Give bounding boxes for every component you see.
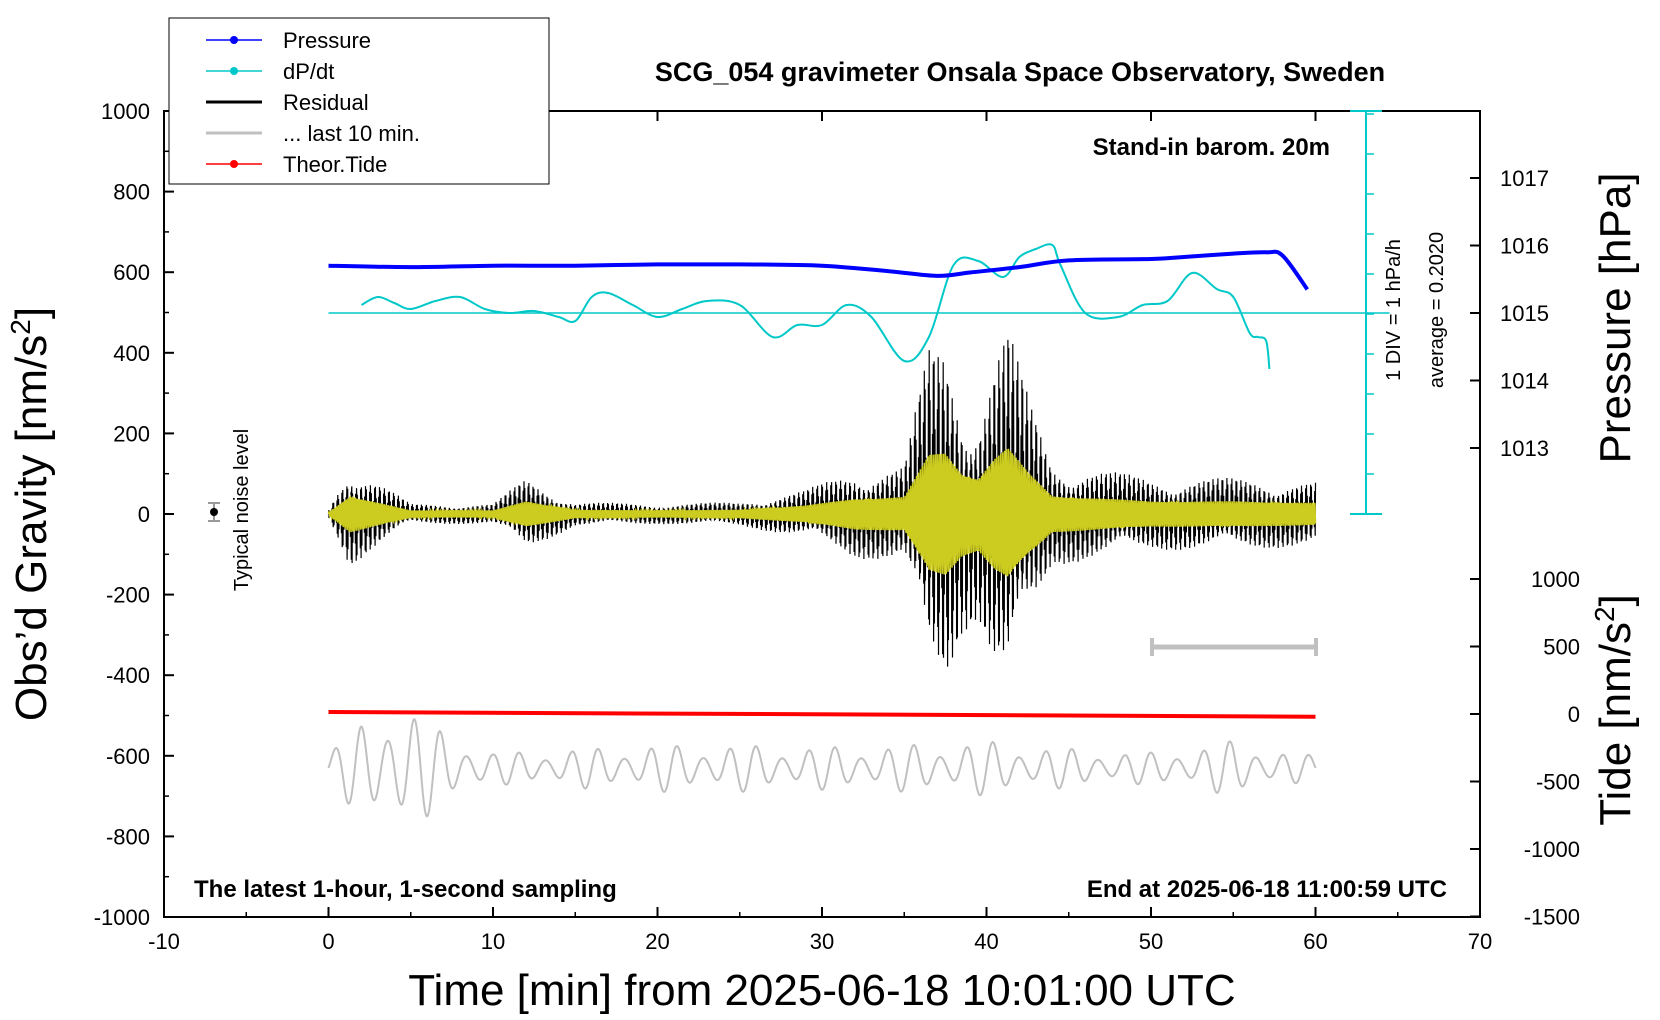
y-left-tick-label: 1000 [101,99,150,124]
legend-item: ... last 10 min. [206,121,420,146]
y-left-tick-label: -200 [106,583,150,608]
x-tick-label: 50 [1139,929,1163,954]
scale-bar [1150,638,1318,656]
legend-label: ... last 10 min. [283,121,420,146]
x-tick-label: -10 [148,929,180,954]
x-tick-label: 10 [481,929,505,954]
y-left-tick-label: 600 [113,260,150,285]
chart-title: SCG_054 gravimeter Onsala Space Observat… [655,57,1385,87]
legend-marker [230,67,238,75]
barometer-note: Stand-in barom. 20m [1093,134,1330,161]
y-tide-tick-label: 0 [1568,702,1580,727]
y-pressure-tick-label: 1017 [1500,166,1549,191]
legend-marker [230,160,238,168]
y-tide-tick-label: -1000 [1524,837,1580,862]
y-left-tick-label: 0 [138,502,150,527]
y-left-tick-label: -800 [106,824,150,849]
series-residual-filtered [327,448,1317,577]
series-theor-tide [328,709,1316,719]
legend-item: Theor.Tide [206,152,387,177]
series-layer [327,243,1390,818]
legend-label: dP/dt [283,59,334,84]
legend-label: Pressure [283,28,371,53]
y-right-pressure-title: Pressure [hPa] [1591,172,1640,463]
y-tide-tick-label: -500 [1536,770,1580,795]
y-pressure-tick-label: 1016 [1500,234,1549,259]
x-tick-label: 70 [1468,929,1492,954]
y-left-axis-title: Obs’d Gravity [nm/s2] [5,307,56,721]
noise-level-label: Typical noise level [231,429,253,591]
y-pressure-tick-label: 1013 [1500,436,1549,461]
legend-marker [230,36,238,44]
y-left-tick-label: -600 [106,744,150,769]
y-pressure-tick-label: 1015 [1500,301,1549,326]
y-left-tick-label: 800 [113,180,150,205]
noise-level-marker [208,502,220,522]
x-tick-label: 30 [810,929,834,954]
series-dpdt [360,243,1271,370]
x-axis: -10 0 10 20 30 40 50 60 70 [148,111,1492,954]
legend-item: Residual [206,90,369,115]
y-right-tide-title: Tide [nm/s2] [1589,594,1640,826]
x-tick-label: 20 [645,929,669,954]
x-tick-label: 0 [322,929,334,954]
y-left-tick-label: -400 [106,663,150,688]
y-right-pressure-axis: 1017 1016 1015 1014 1013 [1470,166,1549,461]
y-tide-tick-label: 500 [1543,635,1580,660]
average-label: average = 0.2020 [1426,232,1448,388]
y-pressure-tick-label: 1014 [1500,369,1549,394]
y-left-tick-label: 400 [113,341,150,366]
legend-item: Pressure [206,28,371,53]
y-left-axis: 1000 800 600 400 200 0 -200 -400 -600 -800 -1000 [94,99,174,930]
end-time-note: End at 2025-06-18 11:00:59 UTC [1087,876,1447,903]
y-tide-tick-label: -1500 [1524,905,1580,930]
y-right-tide-axis: 1000 500 0 -500 -1000 -1500 [1470,567,1580,930]
y-left-tick-label: 200 [113,421,150,446]
y-left-tick-label: -1000 [94,905,150,930]
sampling-note: The latest 1-hour, 1-second sampling [194,876,617,903]
x-tick-label: 60 [1303,929,1327,954]
x-tick-label: 40 [974,929,998,954]
y-tide-tick-label: 1000 [1531,567,1580,592]
series-last-10-min [327,718,1317,818]
legend-label: Residual [283,90,369,115]
x-axis-title: Time [min] from 2025-06-18 10:01:00 UTC [408,966,1235,1015]
legend-item: dP/dt [206,59,334,84]
legend: Pressure dP/dt Residual ... last 10 min. The… [168,17,550,185]
div-scale-label: 1 DIV = 1 hPa/h [1383,239,1405,381]
series-pressure [328,249,1309,291]
legend-label: Theor.Tide [283,152,387,177]
